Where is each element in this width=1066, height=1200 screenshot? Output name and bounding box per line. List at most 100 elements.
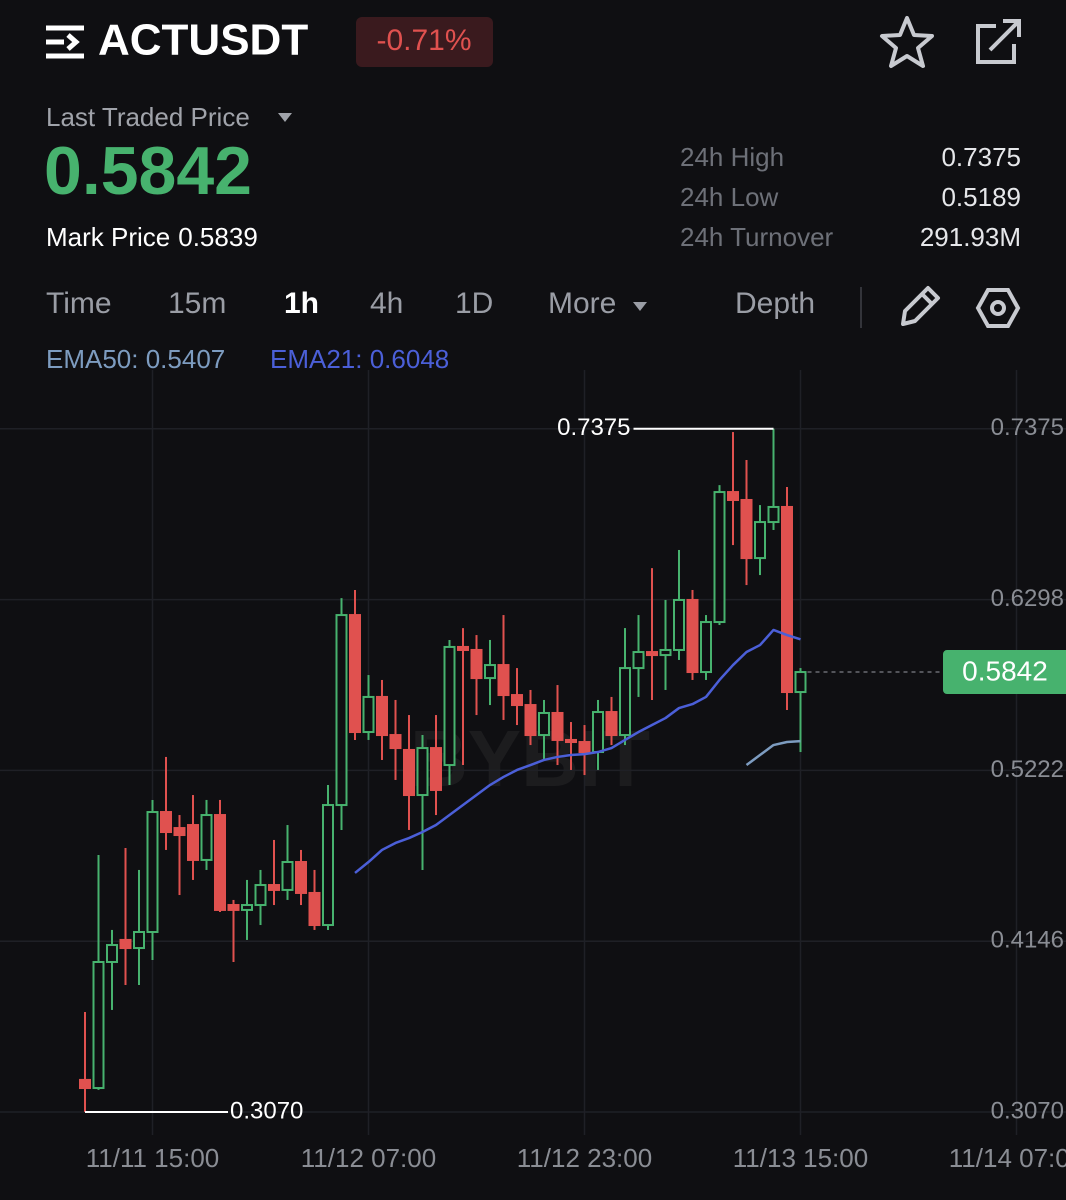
candle-body: [227, 904, 240, 911]
candle-body: [700, 621, 712, 674]
candle-body: [416, 747, 429, 797]
candle-body: [173, 827, 186, 837]
candle-body: [511, 694, 523, 707]
last-price-label[interactable]: Last Traded Price: [46, 102, 250, 132]
candle-body: [187, 824, 199, 861]
candle-body: [754, 521, 766, 560]
candle-body: [119, 938, 132, 950]
candle-body: [160, 811, 172, 834]
candle-body: [200, 814, 213, 861]
candle-body: [335, 614, 348, 807]
x-tick-label: 11/11 15:00: [86, 1143, 220, 1173]
change-badge: [356, 17, 493, 67]
candle-body: [92, 961, 105, 1090]
stat-value: 0.7375: [941, 142, 1021, 172]
legend-entry: EMA50: 0.5407: [46, 344, 225, 374]
candle-body: [133, 931, 145, 950]
tab[interactable]: 1D: [455, 287, 493, 320]
candle-body: [659, 648, 672, 657]
candle-body: [362, 695, 375, 734]
candle-body: [740, 498, 753, 560]
tab[interactable]: 4h: [370, 287, 403, 320]
stat-value: 0.5189: [941, 182, 1021, 212]
favorite-icon[interactable]: [880, 16, 934, 68]
candle-body: [470, 648, 483, 680]
candle-body: [430, 747, 442, 791]
stat-value: 291.93M: [920, 222, 1021, 252]
candle-body: [146, 811, 159, 934]
y-tick-label: 0.5222: [991, 756, 1064, 783]
tab[interactable]: 15m: [168, 287, 226, 320]
legend-entry: EMA21: 0.6048: [270, 344, 449, 374]
last-price: 0.5842: [44, 133, 252, 209]
candle-body: [376, 695, 388, 737]
candle-body: [632, 651, 645, 670]
y-tick-label: 0.6298: [991, 585, 1064, 612]
candle-body: [713, 491, 726, 624]
candle-body: [389, 734, 402, 750]
menu-icon[interactable]: [46, 25, 84, 59]
indicator-line: [354, 628, 801, 874]
candle-body: [565, 738, 577, 744]
stat-label: 24h High: [680, 142, 784, 172]
y-tick-label: 0.7375: [991, 414, 1064, 441]
candle-body: [538, 711, 550, 737]
candle-body: [497, 664, 510, 697]
stat-label: 24h Low: [680, 182, 779, 212]
extreme-label: 0.7375: [557, 414, 630, 441]
symbol[interactable]: ACTUSDT: [98, 16, 308, 65]
share-icon[interactable]: [976, 19, 1021, 64]
candle-body: [295, 861, 307, 894]
candle-body: [619, 667, 631, 737]
candle-body: [268, 884, 280, 891]
price-change: -0.71%: [376, 24, 471, 57]
x-tick-label: 11/12 07:00: [301, 1143, 436, 1173]
indicator-legend: EMA50: 0.5407 EMA21: 0.6048: [46, 344, 449, 374]
tab[interactable]: Depth: [735, 287, 815, 320]
current-price-label: 0.5842: [962, 655, 1048, 686]
current-price-badge: [943, 650, 1066, 695]
candle-body: [254, 884, 267, 907]
dropdown-arrow[interactable]: [278, 113, 292, 122]
settings-icon[interactable]: [975, 288, 1021, 328]
candle-body: [592, 711, 604, 754]
mark-price-label: Mark Price: [46, 222, 170, 252]
candle-body: [403, 748, 415, 797]
candle-body: [686, 598, 699, 674]
candle-body: [727, 491, 739, 501]
stat-label: 24h Turnover: [680, 222, 834, 252]
candle-body: [308, 891, 321, 927]
candle-body: [767, 505, 780, 524]
candle-body: [241, 904, 253, 911]
tab[interactable]: 1h: [284, 287, 319, 320]
candle-body: [484, 664, 496, 680]
candle-body: [646, 651, 658, 657]
candle-body: [322, 804, 334, 927]
candle-body: [281, 861, 294, 891]
draw-tool-icon[interactable]: [901, 286, 940, 326]
y-tick-label: 0.3070: [991, 1097, 1064, 1124]
y-tick-label: 0.4146: [991, 927, 1064, 954]
candle-body: [673, 598, 685, 651]
mark-price: 0.5839: [178, 222, 258, 252]
candle-body: [605, 711, 618, 737]
candle-body: [794, 671, 807, 694]
extreme-label: 0.3070: [230, 1097, 303, 1124]
x-tick-label: 11/12 23:00: [517, 1143, 652, 1173]
dropdown-arrow[interactable]: [633, 302, 647, 311]
candle-body: [443, 645, 456, 767]
tab[interactable]: More: [548, 287, 616, 320]
candle-body: [578, 741, 591, 754]
candle-body: [457, 645, 469, 651]
candle-body: [79, 1078, 91, 1090]
candle-body: [349, 614, 361, 734]
candle-body: [781, 505, 793, 694]
candle-body: [524, 704, 537, 737]
candle-body: [106, 944, 118, 964]
x-tick-label: 11/13 15:00: [733, 1143, 868, 1173]
tab[interactable]: Time: [46, 287, 112, 320]
x-tick-label: 11/14 07:00: [949, 1143, 1066, 1173]
candle-body: [551, 711, 564, 741]
